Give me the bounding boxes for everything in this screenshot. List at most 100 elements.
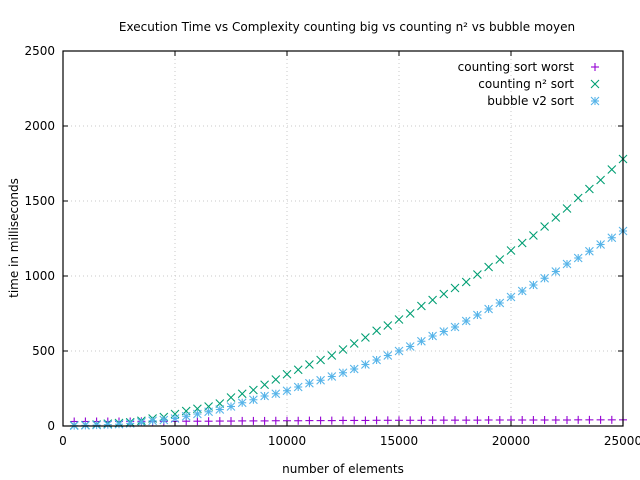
data-point	[260, 380, 269, 390]
data-point	[518, 416, 527, 424]
data-point	[305, 416, 314, 425]
data-point	[215, 417, 224, 426]
legend-marker	[590, 96, 600, 106]
data-point	[159, 415, 169, 425]
data-point	[517, 286, 527, 296]
data-point	[551, 213, 561, 222]
data-point	[249, 416, 258, 425]
y-tick-label: 2500	[24, 44, 55, 58]
legend-marker	[590, 79, 600, 89]
data-point	[193, 417, 202, 426]
data-point	[417, 416, 426, 425]
data-point	[495, 298, 505, 308]
data-point	[517, 238, 527, 248]
data-point	[305, 378, 314, 388]
data-point	[349, 364, 359, 374]
data-point	[428, 416, 437, 425]
data-point	[372, 416, 381, 425]
data-point	[249, 385, 258, 395]
plot-frame	[62, 50, 624, 427]
data-point	[450, 283, 460, 293]
data-series	[69, 154, 628, 431]
data-point	[327, 372, 337, 381]
data-point	[114, 419, 124, 429]
data-point	[596, 415, 605, 424]
data-point	[372, 326, 381, 336]
data-point	[238, 416, 247, 425]
legend-item: bubble v2 sort	[487, 94, 600, 108]
data-point	[540, 222, 549, 231]
y-axis-label: time in milliseconds	[7, 178, 21, 298]
data-point	[439, 327, 449, 336]
data-point	[316, 416, 325, 425]
legend-label: counting n² sort	[478, 77, 574, 91]
data-point	[405, 342, 415, 351]
data-point	[327, 351, 337, 360]
data-point	[227, 417, 235, 426]
data-point	[282, 369, 292, 379]
data-point	[361, 416, 370, 425]
data-point	[394, 315, 404, 324]
data-point	[585, 246, 594, 256]
data-point	[339, 416, 347, 425]
data-point	[540, 416, 549, 424]
data-point	[428, 295, 437, 305]
data-point	[506, 292, 516, 302]
data-point	[540, 273, 549, 283]
data-point	[473, 270, 482, 279]
data-point	[473, 416, 482, 425]
data-point	[428, 331, 437, 341]
data-point	[484, 262, 493, 272]
data-point	[204, 417, 213, 426]
data-point	[495, 255, 505, 264]
data-point	[461, 316, 471, 326]
x-tick-label: 15000	[380, 434, 418, 448]
data-point	[215, 405, 225, 414]
data-point	[293, 365, 303, 375]
data-point	[103, 420, 113, 430]
data-point	[451, 416, 459, 425]
data-point	[338, 345, 348, 354]
data-point	[573, 253, 583, 263]
data-point	[349, 339, 359, 348]
data-point	[461, 277, 471, 287]
data-point	[305, 360, 314, 369]
legend-item: counting sort worst	[458, 60, 599, 74]
data-point	[563, 416, 571, 424]
data-point	[294, 416, 303, 425]
data-point	[462, 416, 471, 425]
data-point	[405, 309, 415, 318]
data-point	[193, 409, 202, 419]
data-point	[338, 368, 348, 378]
data-point	[607, 415, 616, 424]
data-point	[361, 360, 370, 369]
legend-marker	[591, 63, 599, 71]
y-tick-label: 2000	[24, 119, 55, 133]
data-point	[607, 233, 617, 243]
legend-label: bubble v2 sort	[487, 94, 574, 108]
data-point	[607, 165, 617, 174]
data-point	[293, 382, 303, 392]
data-point	[181, 411, 191, 421]
data-point	[450, 322, 460, 332]
data-point	[316, 375, 325, 385]
grid-lines	[63, 51, 623, 426]
data-point	[529, 416, 538, 424]
data-point	[204, 407, 213, 417]
x-tick-label: 10000	[268, 434, 306, 448]
y-tick-label: 500	[32, 344, 55, 358]
data-point	[596, 175, 605, 185]
data-point	[260, 391, 269, 401]
series-2	[69, 226, 628, 431]
y-tick-label: 0	[47, 419, 55, 433]
data-point	[585, 184, 594, 194]
data-point	[562, 204, 572, 213]
data-point	[271, 375, 281, 384]
data-point	[596, 240, 605, 249]
data-point	[394, 346, 404, 356]
chart-title: Execution Time vs Complexity counting bi…	[119, 20, 575, 34]
data-point	[350, 416, 359, 425]
data-point	[439, 289, 449, 299]
data-point	[529, 231, 538, 240]
